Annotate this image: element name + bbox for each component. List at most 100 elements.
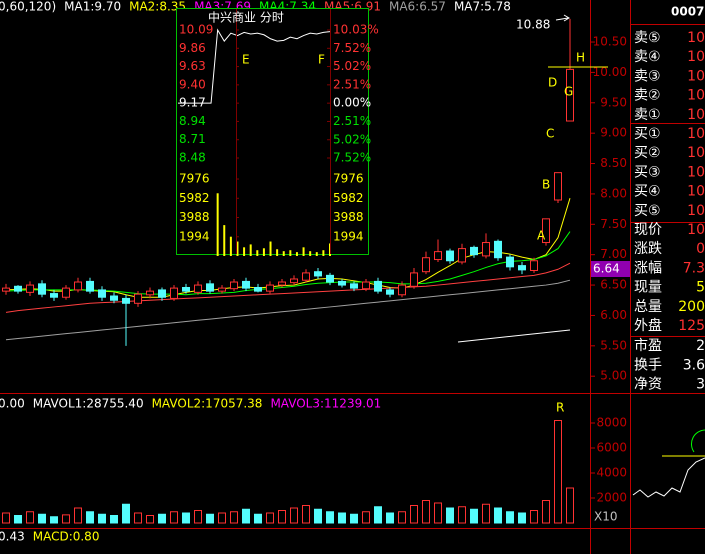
y-tick-label: 7.50 <box>600 217 627 231</box>
book-value: 0 <box>696 241 705 257</box>
header-label: MA1:9.70 <box>64 0 121 14</box>
scale-label: X10 <box>594 510 618 524</box>
book-value: 125 <box>678 318 705 334</box>
volume-bar <box>386 512 394 524</box>
y-tick-label: 5.00 <box>600 369 627 383</box>
annotation: D <box>548 76 557 90</box>
book-value: 3.6 <box>683 357 705 373</box>
book-value: 10 <box>687 30 705 46</box>
volume-bar <box>302 505 310 524</box>
candle-body <box>542 218 550 244</box>
volume-bar <box>242 508 250 524</box>
candle-body <box>302 272 310 281</box>
y-tick-label: 10.50 <box>593 35 627 49</box>
volume-bar <box>446 507 454 524</box>
trend-line <box>457 329 571 343</box>
volume-bar <box>158 513 166 524</box>
inset-y-label: 10.09 <box>179 23 213 37</box>
inset-y-label: 8.94 <box>179 114 206 128</box>
y-tick-label: 8000 <box>596 416 627 430</box>
candle-body <box>38 283 46 295</box>
candle-body <box>242 280 250 289</box>
candle-body <box>50 293 58 298</box>
y-tick-label: 6.50 <box>600 278 627 292</box>
candle-body <box>206 283 214 292</box>
inset-y2-label: 10.03% <box>333 23 379 37</box>
price-tag: 6.64 <box>593 262 620 276</box>
volume-bar <box>218 512 226 524</box>
book-label: 买③ <box>634 164 661 180</box>
y-tick-label: 8.50 <box>600 156 627 170</box>
book-label: 卖① <box>634 107 661 123</box>
inset-vol-label: 7976 <box>179 172 210 186</box>
header-label: MACD:0.80 <box>33 530 100 544</box>
candle-body <box>74 281 82 291</box>
candle-body <box>278 281 286 286</box>
annotation: R <box>556 401 564 415</box>
book-value: 200 <box>678 299 705 315</box>
candle-body <box>134 293 142 304</box>
y-tick-label: 7.00 <box>600 247 627 261</box>
volume-bar <box>26 511 34 524</box>
volume-bar <box>194 510 202 524</box>
volume-bar <box>38 513 46 524</box>
volume-bar <box>74 507 82 524</box>
inset-vol-label: 3988 <box>179 210 210 224</box>
candle-body <box>338 280 346 286</box>
candle-body <box>506 256 514 268</box>
candle-body <box>434 251 442 261</box>
candle-body <box>326 274 334 283</box>
book-value: 10 <box>687 203 705 219</box>
volume-bar <box>506 511 514 524</box>
candle-body <box>470 246 478 256</box>
book-value: 10 <box>687 164 705 180</box>
volume-bar <box>398 511 406 524</box>
candle-body <box>458 248 466 263</box>
inset-y-label: 8.48 <box>179 151 206 165</box>
candle-body <box>122 297 130 304</box>
inset-y-label: 8.71 <box>179 132 206 146</box>
book-label: 涨跌 <box>634 241 662 257</box>
book-label: 卖④ <box>634 49 661 65</box>
header-label: MA2:8.35 <box>129 0 186 14</box>
header-label: MAVOL3:11239.01 <box>270 397 381 411</box>
inset-y2-label: 7.52% <box>333 151 371 165</box>
volume-bar <box>122 503 130 524</box>
volume-bar <box>254 513 262 524</box>
volume-bar <box>146 515 154 524</box>
volume-bar <box>290 507 298 524</box>
volume-bar <box>98 513 106 524</box>
book-value: 10 <box>687 222 705 238</box>
order-book: 卖⑤ 10 卖④ 10 卖③ 10 卖② 10 卖① 10 买① 10 买② 10 买③ 10 买④ 10 买⑤ 10… <box>634 30 705 393</box>
inset-frame <box>176 8 369 255</box>
book-label: 总量 <box>634 299 662 315</box>
header-label: MAVOL1:28755.40 <box>33 397 144 411</box>
book-label: 外盘 <box>634 317 662 334</box>
annotation: H <box>576 51 585 65</box>
candle-body <box>314 271 322 277</box>
candle-body <box>530 260 538 271</box>
y-tick-label: 4000 <box>596 466 627 480</box>
volume-bar <box>362 511 370 524</box>
y-tick-label: 10.00 <box>593 65 627 79</box>
header-label: 0.43 <box>0 530 25 544</box>
header-label: MA7:5.78 <box>454 0 511 14</box>
inset-vol-label: 7976 <box>333 172 364 186</box>
book-value: 10 <box>687 145 705 161</box>
inset-y2-label: 5.02% <box>333 132 371 146</box>
book-label: 现价 <box>634 222 662 238</box>
candle-body <box>566 68 574 122</box>
book-value: 10 <box>687 126 705 142</box>
volume-bar <box>422 500 430 524</box>
candle-body <box>518 265 526 271</box>
volume-bar <box>542 500 550 524</box>
book-value: 10 <box>687 88 705 104</box>
candle-body <box>446 250 454 262</box>
volume-bar <box>338 512 346 524</box>
candle-body <box>218 287 226 292</box>
volume-bar <box>182 512 190 524</box>
inset-y2-label: 2.51% <box>333 114 371 128</box>
candle-body <box>194 284 202 293</box>
